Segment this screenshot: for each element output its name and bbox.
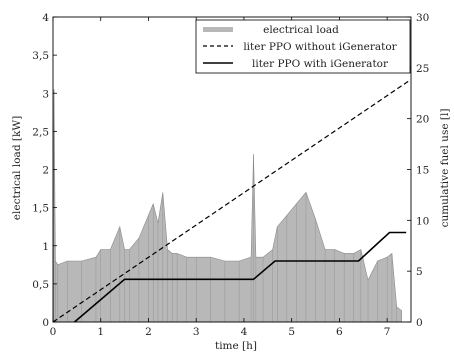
y-right-tick-label: 30 bbox=[416, 12, 429, 24]
load-area-layer bbox=[52, 89, 402, 323]
legend-label-load: electrical load bbox=[263, 24, 339, 36]
y-left-tick-label: 0 bbox=[42, 317, 49, 329]
x-tick-label: 2 bbox=[145, 326, 152, 338]
legend-swatch-load bbox=[203, 27, 233, 32]
y-left-tick-label: 3,5 bbox=[32, 50, 49, 62]
y-right-tick-label: 0 bbox=[416, 317, 423, 329]
y-axis-right-label: cumulative fuel use [l] bbox=[439, 109, 451, 228]
y-right-tick-label: 15 bbox=[416, 165, 429, 177]
y-right-tick-label: 25 bbox=[416, 63, 429, 75]
y-right-tick-label: 20 bbox=[416, 114, 429, 126]
y-left-tick-label: 2 bbox=[42, 165, 49, 177]
x-tick-label: 0 bbox=[50, 326, 57, 338]
series-ppo-with-igenerator-line bbox=[73, 231, 407, 323]
x-tick-label: 7 bbox=[384, 326, 391, 338]
x-tick-label: 6 bbox=[336, 326, 343, 338]
y-left-tick-label: 3 bbox=[42, 88, 49, 100]
y-right-tick-label: 10 bbox=[416, 215, 429, 227]
ticks-layer: 0 1 2 3 4 5 6 7 0 0,5 1 1,5 2 2,5 3 3,5 4 0 5 10 15 20 25 30 bbox=[32, 12, 429, 338]
legend: electrical load liter PPO without iGener… bbox=[195, 19, 411, 74]
y-left-tick-label: 4 bbox=[42, 12, 49, 24]
series-electrical-load-area bbox=[52, 89, 402, 323]
y-left-tick-label: 1,5 bbox=[32, 203, 49, 215]
y-left-tick-label: 2,5 bbox=[32, 126, 49, 138]
x-tick-label: 3 bbox=[193, 326, 200, 338]
y-right-tick-label: 5 bbox=[416, 266, 423, 278]
legend-label-ppo-with: liter PPO with iGenerator bbox=[252, 58, 389, 70]
x-tick-label: 5 bbox=[288, 326, 295, 338]
y-left-tick-label: 0,5 bbox=[32, 279, 49, 291]
x-tick-label: 4 bbox=[241, 326, 248, 338]
legend-label-ppo-without: liter PPO without iGenerator bbox=[243, 41, 397, 53]
y-axis-left-label: electrical load [kW] bbox=[11, 116, 23, 220]
fuel-lines-layer bbox=[52, 80, 409, 323]
x-axis-label: time [h] bbox=[215, 340, 257, 352]
y-left-tick-label: 1 bbox=[42, 241, 49, 253]
x-tick-label: 1 bbox=[97, 326, 104, 338]
